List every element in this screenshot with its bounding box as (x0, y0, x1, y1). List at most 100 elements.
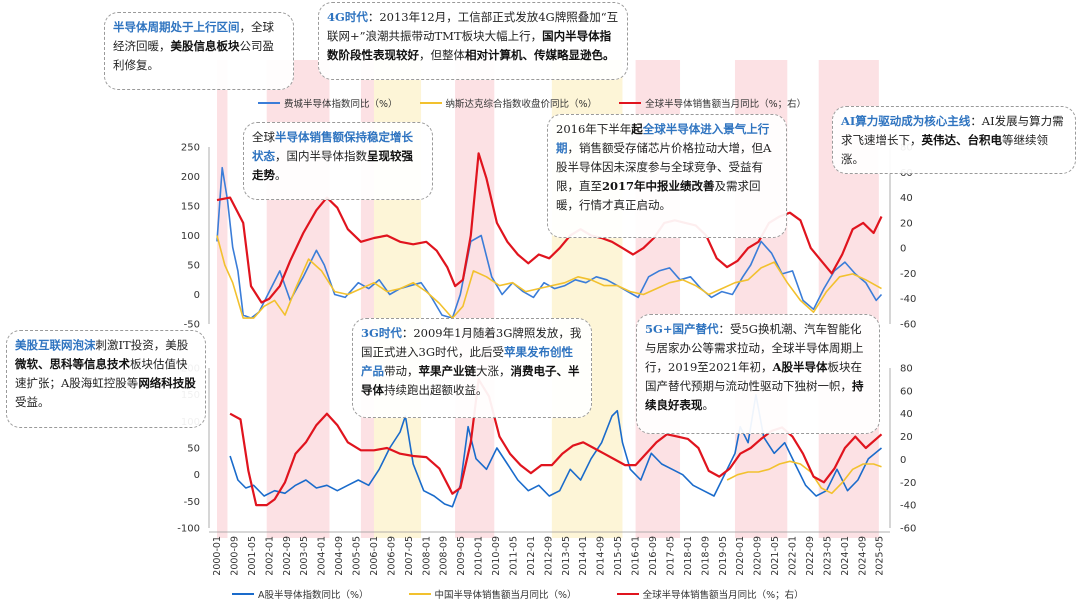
x-tick-label: 2012-09 (543, 536, 554, 576)
x-tick-label: 2008-09 (439, 536, 450, 576)
x-tick-label: 2000-09 (229, 536, 240, 576)
x-tick-label: 2012-01 (526, 536, 537, 576)
right-tick-label: -40 (900, 501, 916, 512)
left-tick-label: 50 (187, 261, 200, 272)
callout-text: 全球 (252, 130, 275, 144)
right-tick-label: -40 (900, 294, 916, 305)
left-tick-label: 250 (181, 143, 200, 154)
callout-bold: 消费电子、半导体 (361, 364, 580, 397)
x-tick-label: 2025-05 (875, 536, 886, 576)
top-legend: 费城半导体指数同比（%） 纳斯达克综合指数收盘价同比（%） 全球半导体销售额当月… (258, 96, 806, 110)
callout-4g-era: 4G时代：2013年12月，工信部正式发放4G牌照叠加“互联网+”浪潮共振带动T… (318, 2, 628, 80)
right-tick-label: 20 (900, 218, 913, 229)
callout-text: 带动， (384, 364, 419, 378)
callout-bold: 网络科技股 (138, 376, 196, 390)
callout-text: ，全球经济回暖， (113, 20, 274, 53)
callout-text: 。 (275, 168, 287, 182)
x-tick-label: 2017-05 (665, 536, 676, 576)
shaded-period (455, 60, 495, 538)
legend-label: 全球半导体销售额当月同比（%；右） (642, 590, 804, 601)
right-tick-label: 80 (900, 364, 913, 375)
callout-text: 公司盈利修复。 (113, 39, 274, 72)
legend-item-china-sales: 中国半导体销售额当月同比（%） (408, 587, 577, 601)
x-tick-label: 2021-05 (770, 536, 781, 576)
x-tick-label: 2018-09 (700, 536, 711, 576)
callout-internet-bubble: 美股互联网泡沫刺激IT投资，美股微软、思科等信息技术板块估值快速扩张；A股海虹控… (6, 330, 206, 428)
callout-bold: 呈现较强走势 (252, 149, 413, 182)
shaded-period (217, 60, 228, 538)
callout-text: 及需求回暖，行情才真正启动。 (556, 179, 761, 212)
left-tick-label: -50 (184, 320, 200, 331)
callout-3g-era: 3G时代：2009年1月随着3G牌照发放，我国正式进入3G时代，此后受苹果发布创… (352, 318, 592, 418)
left-tick-label: 50 (187, 444, 200, 455)
callout-highlight: 全球半导体进入景气上行期 (556, 122, 770, 155)
x-tick-label: 2005-05 (352, 536, 363, 576)
right-tick-label: 40 (900, 193, 913, 204)
x-tick-label: 2006-01 (369, 536, 380, 576)
x-tick-label: 2024-01 (840, 536, 851, 576)
left-tick-label: 0 (194, 290, 200, 301)
x-tick-label: 2016-09 (648, 536, 659, 576)
callout-text: 等继续领涨。 (841, 133, 1048, 166)
x-tick-label: 2014-01 (578, 536, 589, 576)
left-tick-label: -100 (177, 524, 200, 535)
callout-text: ：受5G换机潮、汽车智能化与居家办公等需求拉动，全球半导体周期上行，2019至2… (645, 322, 864, 374)
x-tick-label: 2022-09 (805, 536, 816, 576)
legend-item-global-sales: 全球半导体销售额当月同比（%；右） (616, 587, 804, 601)
callout-5g-domestic: 5G+国产替代：受5G换机潮、汽车智能化与居家办公等需求拉动，全球半导体周期上行… (636, 314, 880, 434)
right-tick-label: -20 (900, 269, 916, 280)
callout-highlight: 苹果发布创性产品 (361, 345, 574, 378)
legend-label: A股半导体指数同比（%） (258, 590, 369, 601)
callout-text: 板块在国产替代预期与流动性驱动下独树一帜， (645, 360, 862, 393)
callout-text: ：2013年12月，工信部正式发放4G牌照叠加“互联网+”浪潮共振带动TMT板块… (327, 10, 619, 43)
callout-text: ，国内半导体指数 (275, 149, 367, 163)
callout-text: 刺激IT投资，美股 (95, 338, 189, 352)
x-tick-label: 2023-05 (822, 536, 833, 576)
callout-bold: 2017年中报业绩改善 (602, 179, 715, 193)
x-tick-label: 2011-05 (509, 536, 520, 576)
callout-bold: 相对计算机、传媒略显逊色。 (465, 48, 615, 62)
callout-bold: 苹果产业链 (418, 364, 477, 378)
legend-item-nasdaq: 纳斯达克综合指数收盘价同比（%） (419, 96, 598, 110)
series-line (216, 166, 883, 319)
legend-item-global-sales: 全球半导体销售额当月同比（%；右） (619, 96, 806, 110)
legend-label: 纳斯达克综合指数收盘价同比（%） (445, 99, 598, 110)
legend-item-a-share: A股半导体指数同比（%） (232, 587, 369, 601)
callout-2016-upcycle: 2016年下半年起全球半导体进入景气上行期，销售额受存储芯片价格拉动大增，但A股… (547, 114, 787, 238)
callout-text: ：AI发展与算力需求飞速增长下， (841, 114, 1064, 147)
left-tick-label: 200 (181, 172, 200, 183)
series-line (726, 460, 882, 495)
x-tick-label: 2010-01 (474, 536, 485, 576)
legend-item-sox: 费城半导体指数同比（%） (258, 96, 398, 110)
callout-highlight: 半导体销售额保持稳定增长状态 (252, 130, 413, 163)
callout-text: 。 (702, 398, 715, 412)
x-tick-label: 2000-01 (212, 536, 223, 576)
legend-label: 费城半导体指数同比（%） (284, 99, 398, 110)
x-tick-label: 2020-01 (735, 536, 746, 576)
x-tick-label: 2014-09 (596, 536, 607, 576)
callout-text: 受益。 (15, 395, 50, 409)
callout-bold: 持续良好表现 (645, 379, 864, 412)
callout-text: 2016年下半年 (556, 122, 632, 136)
callout-bold: A股半导体 (772, 360, 828, 374)
x-tick-label: 2015-05 (613, 536, 624, 576)
callout-text: 板块估值快速扩张；A股海虹控股等 (15, 357, 188, 390)
callout-highlight: 5G+国产替代 (645, 322, 719, 336)
callout-text: ，销售额受存储芯片价格拉动大增，但A股半导体因未深度参与全球竞争、受益有限，直至 (556, 141, 772, 193)
series-line (216, 235, 882, 319)
x-tick-label: 2022-01 (788, 536, 799, 576)
callout-text: 持续跑出超额收益。 (384, 383, 488, 397)
callout-upcycle-2003: 半导体周期处于上行区间，全球经济回暖，美股信息板块公司盈利修复。 (104, 12, 294, 90)
legend-label: 全球半导体销售额当月同比（%；右） (645, 99, 807, 110)
x-tick-label: 2006-09 (386, 536, 397, 576)
right-tick-label: -60 (900, 320, 916, 331)
callout-bold: 英伟达、台积电 (921, 133, 1003, 147)
x-tick-label: 2002-01 (264, 536, 275, 576)
left-tick-label: -50 (184, 497, 200, 508)
x-tick-label: 2016-01 (631, 536, 642, 576)
callout-ai-compute: AI算力驱动成为核心主线：AI发展与算力需求飞速增长下，英伟达、台积电等继续领涨… (832, 106, 1076, 174)
x-tick-label: 2008-01 (421, 536, 432, 576)
x-tick-label: 2003-05 (299, 536, 310, 576)
right-tick-label: -60 (900, 524, 916, 535)
x-tick-label: 2007-05 (404, 536, 415, 576)
